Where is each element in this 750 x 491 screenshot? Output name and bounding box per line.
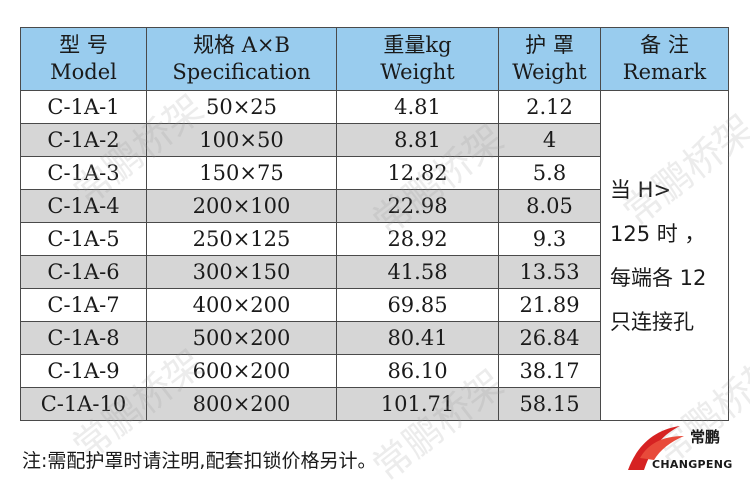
table-row: C-1A-8 500×200 80.41 26.84 [20,321,729,355]
cell-spec: 200×100 [146,189,337,223]
cell-weight: 80.41 [336,321,499,355]
cell-spec: 800×200 [146,387,337,421]
logo-name-en: CHANGPENG [652,458,733,471]
cell-weight: 101.71 [336,387,499,421]
header-remark: 备 注 Remark [600,27,729,91]
cell-cover-weight: 26.84 [498,321,601,355]
cell-remark: 当 H> 125 时 ， 每端各 12 只连接孔 [600,90,729,421]
cell-weight: 8.81 [336,123,499,157]
cell-model: C-1A-10 [20,387,147,421]
footnote: 注:需配护罩时请注明,配套扣锁价格另计。 [22,450,377,472]
cell-model: C-1A-3 [20,156,147,190]
cell-model: C-1A-6 [20,255,147,289]
table-row: C-1A-6 300×150 41.58 13.53 [20,255,729,289]
cell-weight: 4.81 [336,90,499,124]
logo-name-zh: 常鹏 [690,428,721,446]
table-row: C-1A-4 200×100 22.98 8.05 [20,189,729,223]
spec-table: 型 号 Model 规格 A×B Specification 重量kg Weight … [20,27,729,421]
cell-weight: 69.85 [336,288,499,322]
header-cover-weight: 护 罩 Weight [498,27,601,91]
cell-spec: 500×200 [146,321,337,355]
cell-spec: 600×200 [146,354,337,388]
cell-spec: 50×25 [146,90,337,124]
table-row: C-1A-7 400×200 69.85 21.89 [20,288,729,322]
table-row: C-1A-3 150×75 12.82 5.8 [20,156,729,190]
cell-weight: 12.82 [336,156,499,190]
cell-cover-weight: 58.15 [498,387,601,421]
cell-model: C-1A-2 [20,123,147,157]
cell-model: C-1A-4 [20,189,147,223]
cell-spec: 400×200 [146,288,337,322]
header-model: 型 号 Model [20,27,147,91]
cell-cover-weight: 2.12 [498,90,601,124]
cell-model: C-1A-7 [20,288,147,322]
cell-weight: 28.92 [336,222,499,256]
company-logo: 常鹏 CHANGPENG [622,418,740,474]
table-row: C-1A-1 50×25 4.81 2.12 当 H> 125 时 ， 每端各 … [20,90,729,421]
cell-weight: 86.10 [336,354,499,388]
cell-cover-weight: 13.53 [498,255,601,289]
cell-spec: 300×150 [146,255,337,289]
remark-line: 125 时 ， [610,221,706,246]
cell-cover-weight: 21.89 [498,288,601,322]
table-header-row: 型 号 Model 规格 A×B Specification 重量kg Weight … [20,27,729,91]
remark-line: 只连接孔 [610,309,694,334]
remark-line: 当 H> [610,177,672,202]
cell-cover-weight: 5.8 [498,156,601,190]
cell-spec: 150×75 [146,156,337,190]
cell-weight: 22.98 [336,189,499,223]
cell-model: C-1A-9 [20,354,147,388]
cell-cover-weight: 8.05 [498,189,601,223]
cell-cover-weight: 9.3 [498,222,601,256]
header-spec: 规格 A×B Specification [146,27,337,91]
table-row: C-1A-10 800×200 101.71 58.15 [20,387,729,421]
cell-cover-weight: 4 [498,123,601,157]
cell-spec: 100×50 [146,123,337,157]
cell-model: C-1A-8 [20,321,147,355]
table-row: C-1A-5 250×125 28.92 9.3 [20,222,729,256]
table-row: C-1A-2 100×50 8.81 4 [20,123,729,157]
header-weight: 重量kg Weight [336,27,499,91]
cell-cover-weight: 38.17 [498,354,601,388]
cell-model: C-1A-1 [20,90,147,124]
cell-weight: 41.58 [336,255,499,289]
cell-spec: 250×125 [146,222,337,256]
remark-line: 每端各 12 [610,265,707,290]
logo-swoosh-icon [628,426,684,470]
cell-model: C-1A-5 [20,222,147,256]
table-row: C-1A-9 600×200 86.10 38.17 [20,354,729,388]
